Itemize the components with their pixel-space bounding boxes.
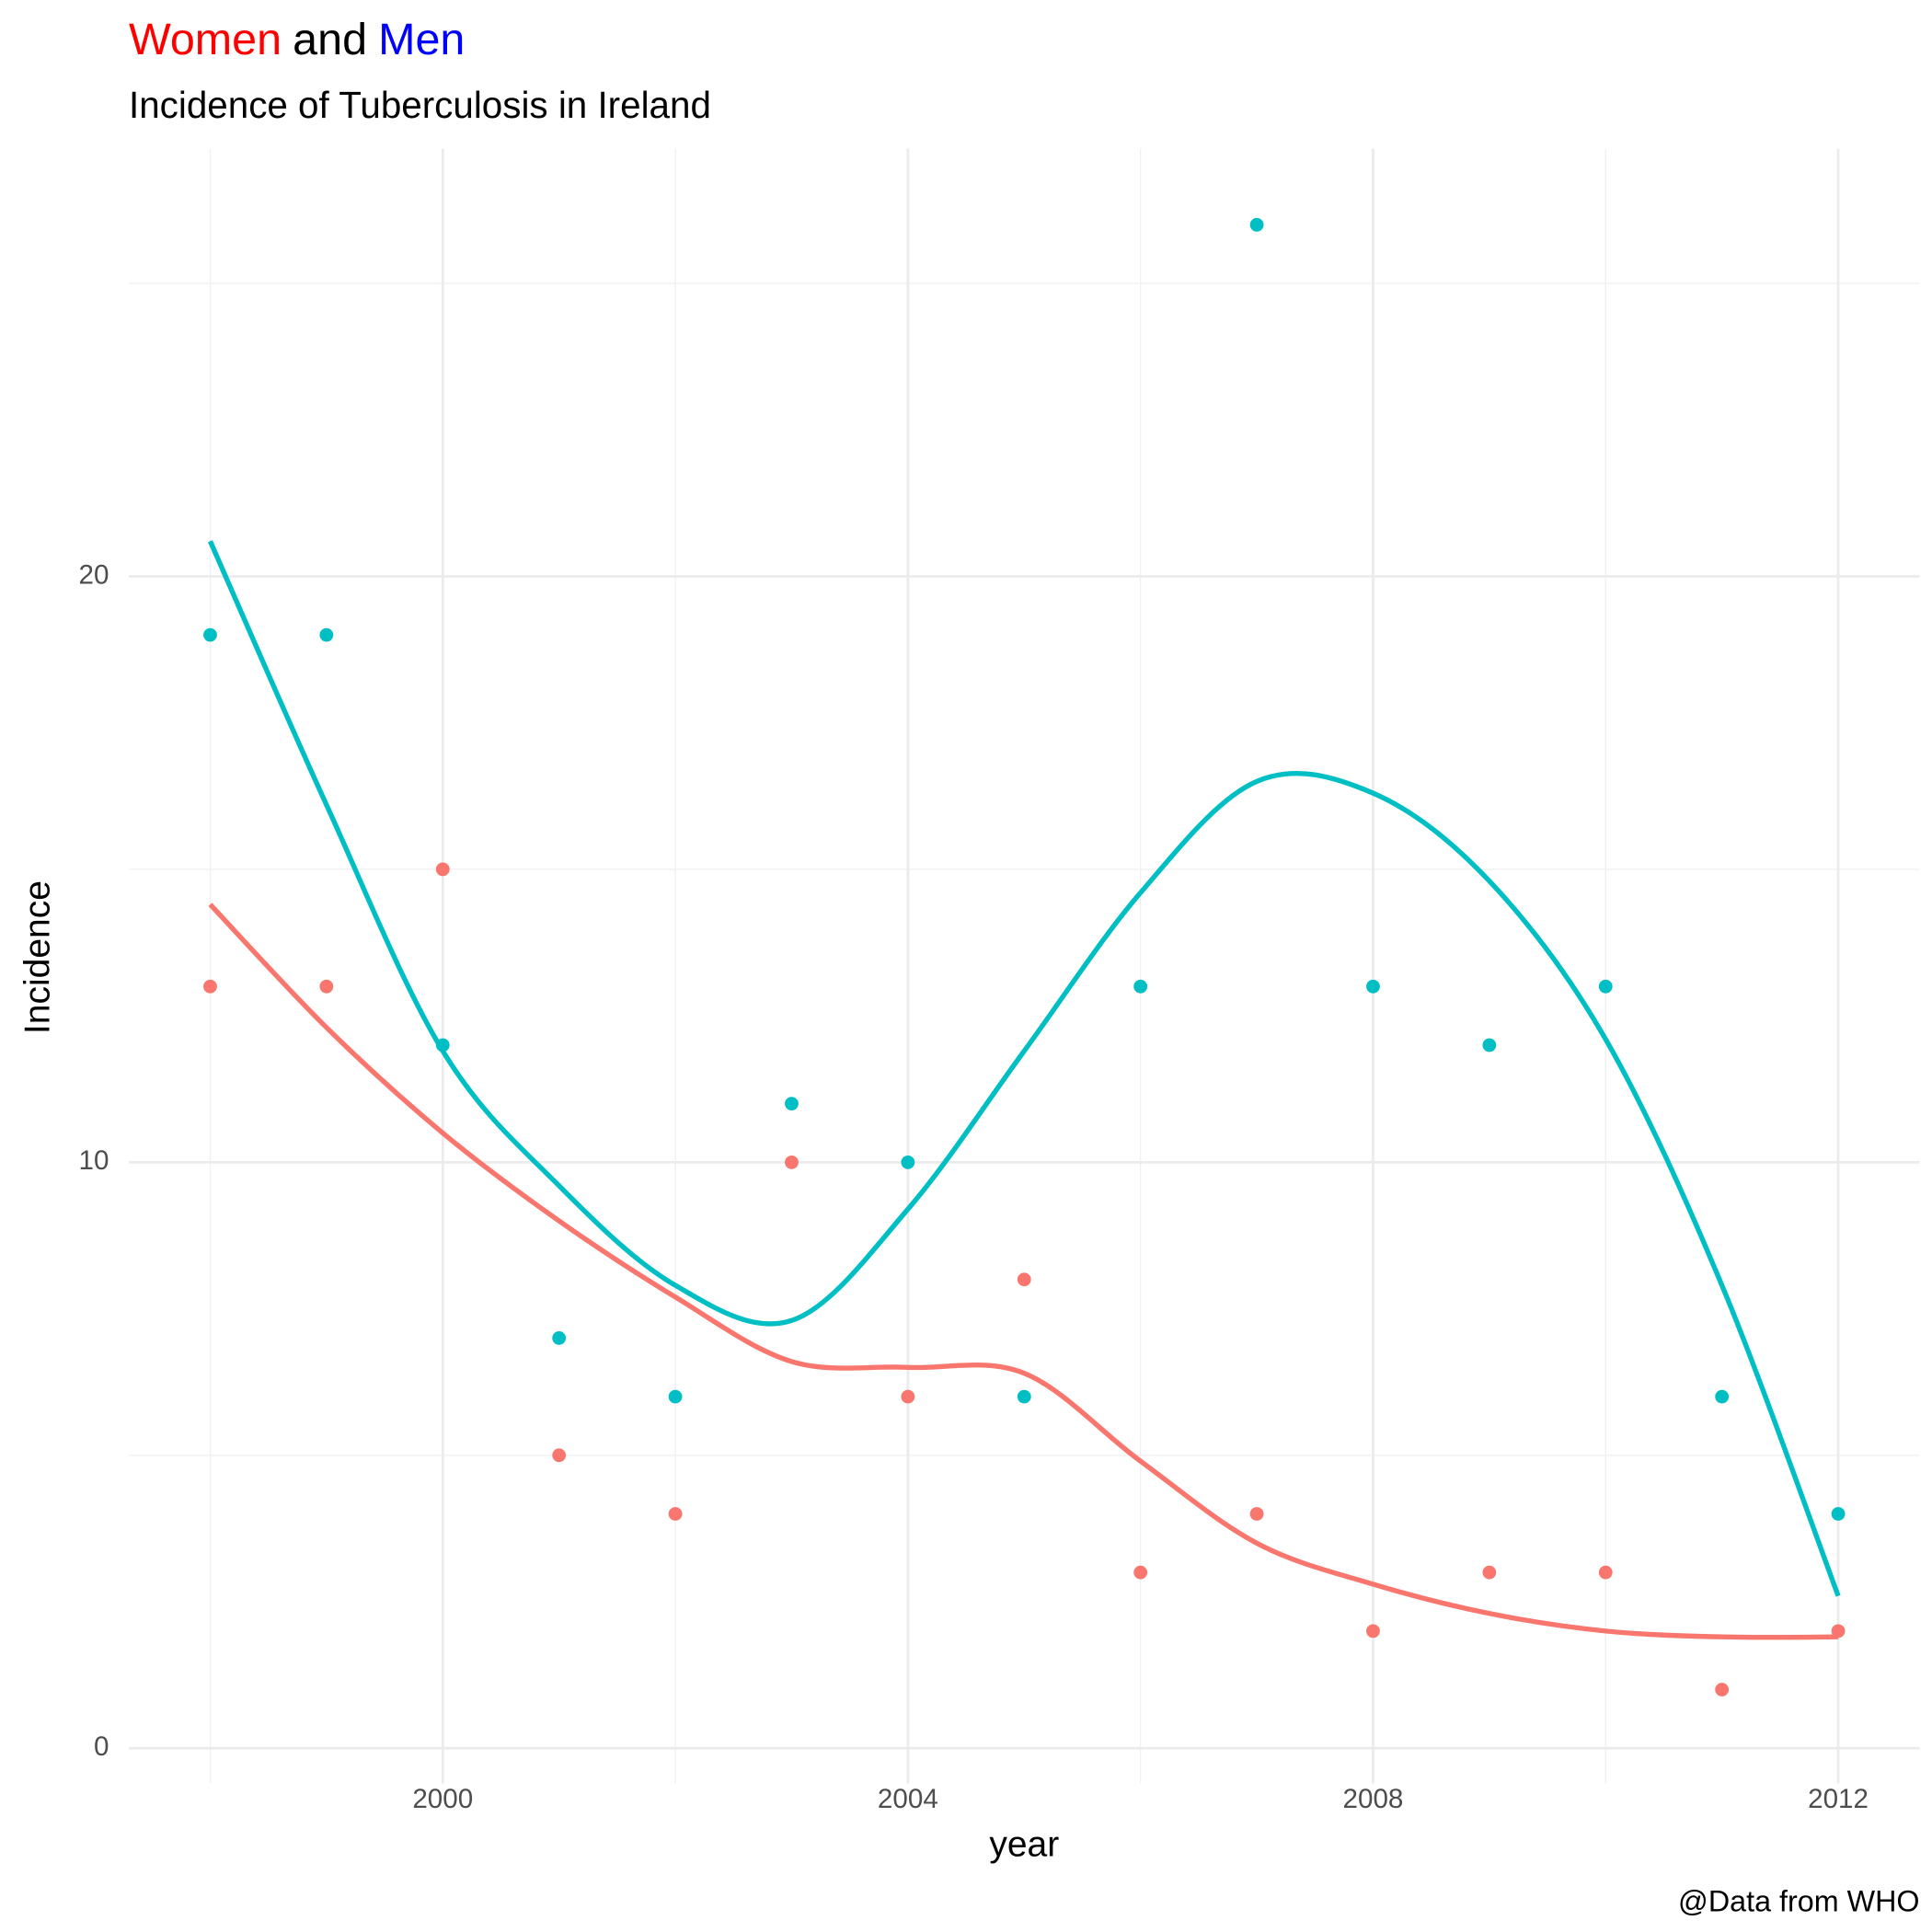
- title-part: and: [293, 15, 367, 64]
- caption: @Data from WHO: [1678, 1885, 1919, 1918]
- x-tick-label: 2008: [1343, 1784, 1404, 1814]
- point: [1366, 979, 1380, 994]
- point: [1133, 1565, 1148, 1580]
- point: [785, 1155, 799, 1169]
- smooth-line: [208, 903, 1839, 1640]
- point: [901, 1389, 915, 1404]
- point: [319, 979, 334, 994]
- point: [1249, 1507, 1264, 1521]
- plot: [203, 217, 1846, 1696]
- title-part: Men: [378, 15, 465, 64]
- y-axis-label: Incidence: [17, 880, 57, 1034]
- point: [1017, 1272, 1031, 1287]
- point: [1133, 979, 1148, 994]
- x-tick-label: 2000: [412, 1784, 473, 1814]
- point: [1249, 217, 1264, 232]
- point: [552, 1448, 567, 1463]
- x-tick-label: 2012: [1808, 1784, 1869, 1814]
- point: [1598, 1565, 1613, 1580]
- y-tick-label: 20: [79, 559, 109, 590]
- point: [1715, 1389, 1730, 1404]
- point: [1598, 979, 1613, 994]
- grid: 0 10 20 2000 2004 2008 2012: [79, 148, 1920, 1814]
- smooth-line: [208, 540, 1841, 1597]
- title-part: Women: [129, 15, 282, 64]
- point: [319, 627, 334, 642]
- point: [1715, 1683, 1730, 1696]
- chart-title: Women and Men: [129, 15, 465, 64]
- chart-subtitle: Incidence of Tuberculosis in Ireland: [129, 84, 711, 126]
- point: [785, 1097, 799, 1111]
- point: [901, 1155, 915, 1169]
- point: [1831, 1507, 1846, 1521]
- point: [668, 1507, 683, 1521]
- point: [1482, 1038, 1497, 1052]
- x-tick-label: 2004: [878, 1784, 938, 1814]
- point: [1017, 1389, 1031, 1404]
- point: [668, 1389, 683, 1404]
- y-tick-label: 0: [94, 1731, 109, 1762]
- point: [203, 979, 217, 994]
- y-tick-label: 10: [79, 1145, 109, 1176]
- point: [435, 862, 450, 877]
- point: [1482, 1565, 1497, 1580]
- point: [552, 1331, 567, 1345]
- x-axis-label: year: [989, 1824, 1059, 1864]
- point: [203, 627, 217, 642]
- point: [1366, 1624, 1380, 1639]
